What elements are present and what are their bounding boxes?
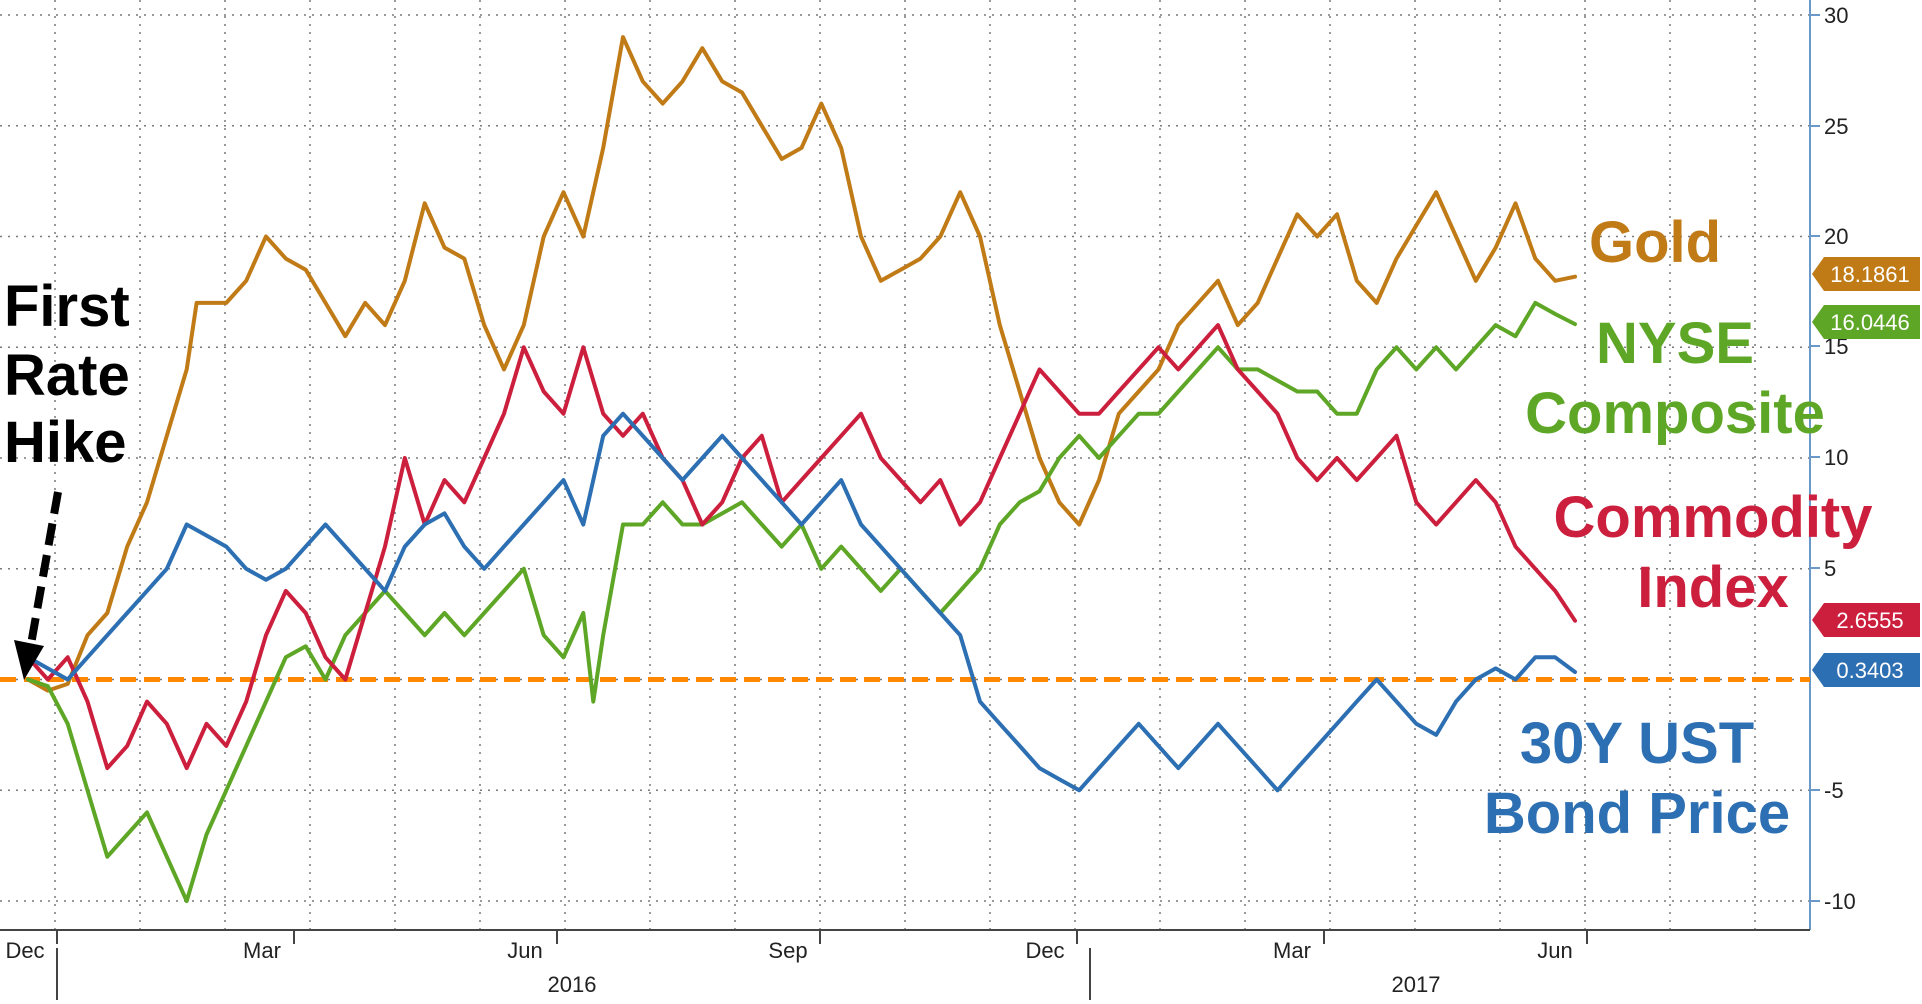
y-tick-label: 10 [1824, 445, 1848, 470]
year-label: 2017 [1392, 972, 1441, 997]
value-tag-text: 16.0446 [1830, 310, 1910, 335]
series-label-bond: 30Y UST [1520, 711, 1754, 776]
value-tag-bond: 0.3403 [1812, 653, 1920, 687]
series-line-bond [26, 411, 1577, 793]
x-tick-label: Mar [243, 938, 281, 963]
value-tag-text: 18.1861 [1830, 262, 1910, 287]
y-tick-label: -10 [1824, 889, 1856, 914]
annotation-text: First [4, 274, 130, 339]
y-tick-label: -5 [1824, 778, 1844, 803]
value-tag-nyse: 16.0446 [1812, 305, 1920, 339]
series-label-commodity: Commodity [1554, 485, 1873, 550]
series-label-nyse: Composite [1525, 381, 1825, 446]
y-tick-label: 25 [1824, 114, 1848, 139]
x-tick-label: Sep [768, 938, 807, 963]
value-tag-bg [1812, 653, 1920, 687]
x-tick-label: Dec [1025, 938, 1064, 963]
annotation-arrow-shaft [26, 491, 62, 651]
grid-layer [0, 0, 1810, 930]
value-tag-gold: 18.1861 [1812, 257, 1920, 291]
value-tag-text: 2.6555 [1836, 608, 1903, 633]
y-tick-label: 20 [1824, 224, 1848, 249]
annotation-text: Hike [4, 410, 127, 475]
value-tag-bg [1812, 305, 1920, 339]
y-tick-label: 30 [1824, 3, 1848, 28]
annotation-text: Rate [4, 343, 130, 408]
annotation-arrow-head [14, 640, 44, 680]
series-line-nyse [26, 300, 1577, 903]
x-tick-label: Dec [5, 938, 44, 963]
x-tick-label: Jun [507, 938, 542, 963]
y-tick-label: 5 [1824, 556, 1836, 581]
series-line-commodity [26, 323, 1577, 771]
value-tag-text: 0.3403 [1836, 658, 1903, 683]
value-tag-bg [1812, 257, 1920, 291]
series-layer [26, 35, 1577, 903]
x-tick-label: Mar [1273, 938, 1311, 963]
year-label: 2016 [548, 972, 597, 997]
value-tag-commodity: 2.6555 [1812, 603, 1920, 637]
series-label-bond: Bond Price [1484, 781, 1790, 846]
series-label-gold: Gold [1589, 210, 1721, 275]
series-line-gold [26, 35, 1577, 693]
value-tag-bg [1812, 603, 1920, 637]
series-label-nyse: NYSE [1596, 311, 1754, 376]
x-tick-label: Jun [1537, 938, 1572, 963]
series-label-commodity: Index [1637, 555, 1789, 620]
